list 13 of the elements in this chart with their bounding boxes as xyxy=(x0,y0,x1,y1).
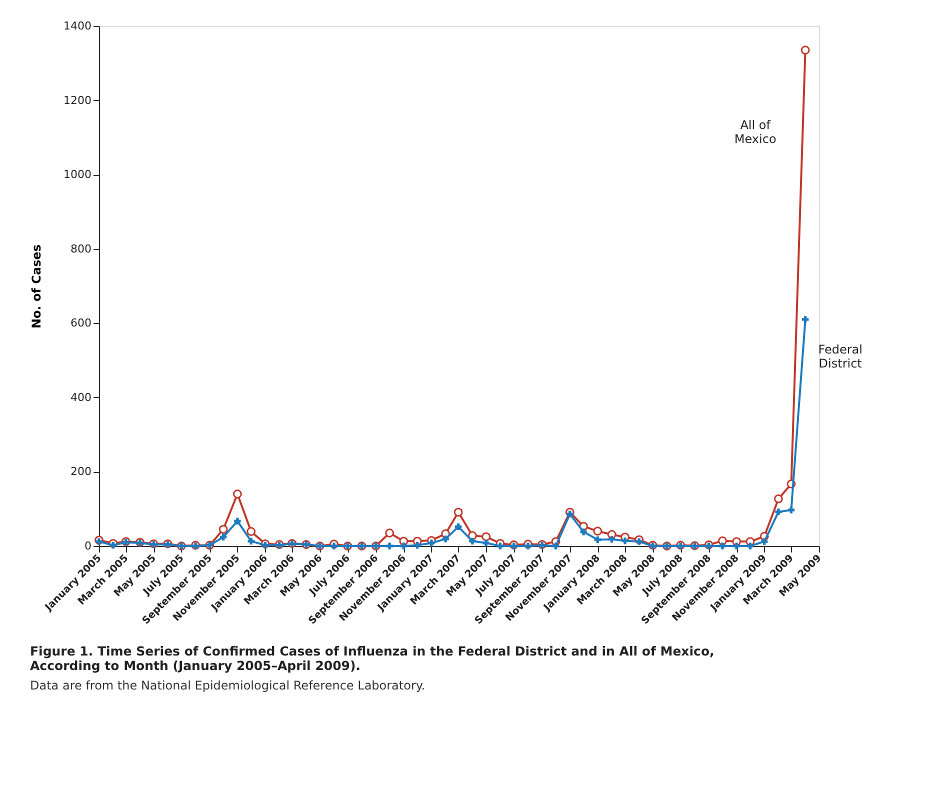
text: All of Mexico xyxy=(734,118,776,146)
y-tick-label: 1400 xyxy=(64,20,92,32)
y-tick-label: 400 xyxy=(70,390,92,404)
y-tick-label: 1000 xyxy=(64,168,92,182)
series-label: Federal District xyxy=(818,342,862,370)
y-tick-label: 600 xyxy=(70,316,92,330)
y-tick-label: 0 xyxy=(84,540,92,552)
y-tick-label: 200 xyxy=(70,465,92,478)
y-tick-label: 1200 xyxy=(64,94,92,107)
y-tick-label: 800 xyxy=(70,242,92,256)
text: Figure 1. Time Series of Confirmed Cases of Influenza in the Federal District and in All of Mexico, According to Month (January 2005–April 2009). xyxy=(30,644,714,674)
y-axis-title: No. of Cases xyxy=(30,244,44,328)
text: Data are from the National Epidemiological Reference Laboratory. xyxy=(30,678,426,693)
